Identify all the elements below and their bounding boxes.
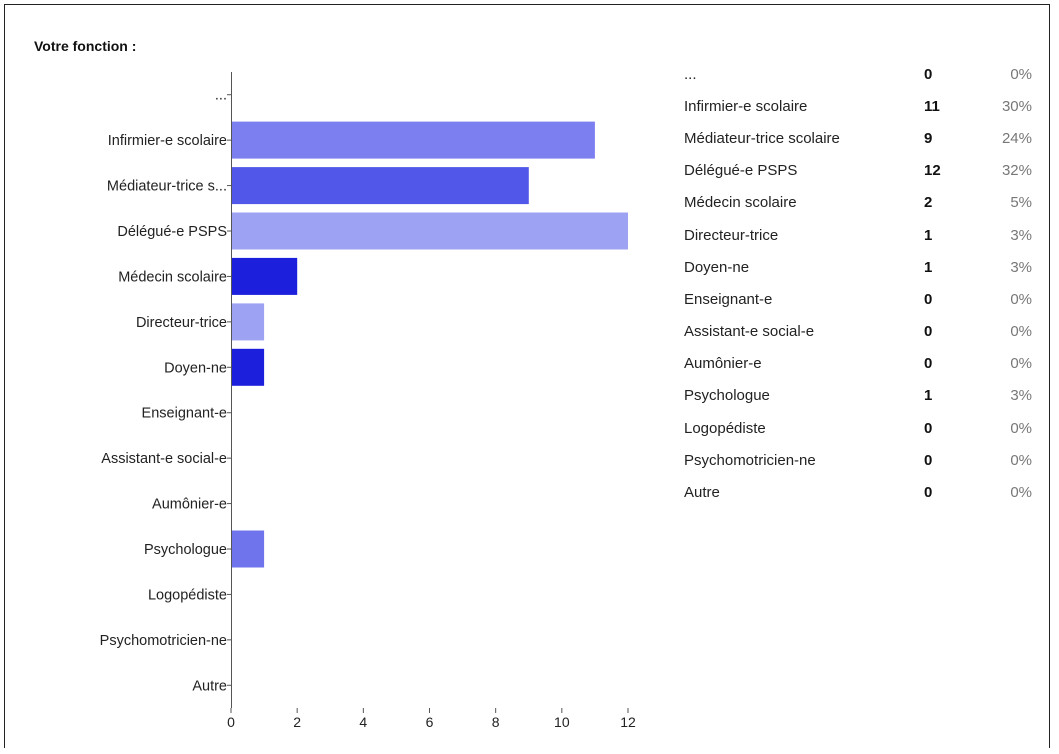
row-count: 9 xyxy=(924,129,933,147)
results-row: Aumônier-e 0 0% xyxy=(684,348,1032,380)
results-row: Autre 0 0% xyxy=(684,476,1032,508)
x-tick-label: 6 xyxy=(426,714,434,730)
x-tick-label: 8 xyxy=(492,714,500,730)
results-row: Assistant-e social-e 0 0% xyxy=(684,316,1032,348)
row-count: 1 xyxy=(924,387,933,405)
results-row: Infirmier-e scolaire 11 30% xyxy=(684,90,1032,122)
bar xyxy=(231,121,595,159)
row-count: 11 xyxy=(924,97,940,115)
category-label: Médiateur-trice s... xyxy=(107,179,227,195)
row-percent: 3% xyxy=(1010,258,1032,276)
category-label: Enseignant-e xyxy=(142,406,227,422)
results-row: Logopédiste 0 0% xyxy=(684,412,1032,444)
row-label: Médecin scolaire xyxy=(684,194,797,212)
row-count: 0 xyxy=(924,65,933,83)
category-label: ... xyxy=(215,88,227,104)
row-percent: 0% xyxy=(1010,451,1032,469)
row-percent: 30% xyxy=(1001,97,1032,115)
results-table: ... 0 0% Infirmier-e scolaire 11 30% Médiateur… xyxy=(684,58,1032,509)
row-label: Autre xyxy=(684,484,720,502)
results-row: Médiateur-trice scolaire 9 24% xyxy=(684,122,1032,154)
category-label: Assistant-e social-e xyxy=(101,451,227,467)
results-row: Psychologue 1 3% xyxy=(684,380,1032,412)
row-count: 0 xyxy=(924,355,933,373)
bar xyxy=(231,212,628,250)
category-label: Médecin scolaire xyxy=(118,269,227,285)
row-label: Doyen-ne xyxy=(684,258,750,276)
x-tick-label: 4 xyxy=(359,714,367,730)
bar xyxy=(231,167,529,205)
category-label: Infirmier-e scolaire xyxy=(108,133,227,149)
row-label: ... xyxy=(684,65,697,83)
row-label: Médiateur-trice scolaire xyxy=(684,129,840,147)
bar xyxy=(231,530,265,568)
row-percent: 32% xyxy=(1001,162,1032,180)
row-percent: 0% xyxy=(1010,65,1032,83)
row-label: Psychologue xyxy=(684,387,770,405)
row-label: Logopédiste xyxy=(684,419,766,437)
category-label: Directeur-trice xyxy=(136,315,227,331)
results-row: Psychomotricien-ne 0 0% xyxy=(684,444,1032,476)
category-label: Psychologue xyxy=(144,542,227,558)
row-count: 2 xyxy=(924,194,933,212)
row-percent: 0% xyxy=(1010,355,1032,373)
row-label: Infirmier-e scolaire xyxy=(684,97,808,115)
results-row: Directeur-trice 1 3% xyxy=(684,219,1032,251)
row-label: Directeur-trice xyxy=(684,226,779,244)
row-percent: 0% xyxy=(1010,419,1032,437)
row-label: Assistant-e social-e xyxy=(684,323,815,341)
row-percent: 0% xyxy=(1010,290,1032,308)
row-label: Aumônier-e xyxy=(684,355,762,373)
question-title: Votre fonction : xyxy=(34,38,137,54)
row-percent: 0% xyxy=(1010,323,1032,341)
row-count: 0 xyxy=(924,451,933,469)
row-percent: 3% xyxy=(1010,226,1032,244)
bar xyxy=(231,303,265,341)
row-count: 0 xyxy=(924,484,933,502)
row-label: Délégué-e PSPS xyxy=(684,162,798,180)
row-count: 0 xyxy=(924,290,933,308)
row-percent: 0% xyxy=(1010,484,1032,502)
row-percent: 24% xyxy=(1001,129,1032,147)
x-tick-label: 0 xyxy=(227,714,235,730)
category-label: Aumônier-e xyxy=(152,497,227,513)
row-count: 1 xyxy=(924,226,933,244)
row-count: 12 xyxy=(924,162,941,180)
x-tick-label: 2 xyxy=(293,714,301,730)
category-label: Psychomotricien-ne xyxy=(100,633,227,649)
row-percent: 3% xyxy=(1010,387,1032,405)
x-tick-label: 10 xyxy=(554,714,570,730)
row-percent: 5% xyxy=(1010,194,1032,212)
results-row: Médecin scolaire 2 5% xyxy=(684,187,1032,219)
row-count: 0 xyxy=(924,323,933,341)
category-label: Délégué-e PSPS xyxy=(117,224,227,240)
bar xyxy=(231,348,265,386)
row-label: Enseignant-e xyxy=(684,290,773,308)
chart-frame xyxy=(4,4,1050,748)
row-count: 1 xyxy=(924,258,933,276)
row-count: 0 xyxy=(924,419,933,437)
results-row: Enseignant-e 0 0% xyxy=(684,283,1032,315)
category-label: Doyen-ne xyxy=(164,360,227,376)
results-row: Délégué-e PSPS 12 32% xyxy=(684,155,1032,187)
x-tick-label: 12 xyxy=(620,714,636,730)
category-label: Autre xyxy=(192,678,227,694)
results-row: Doyen-ne 1 3% xyxy=(684,251,1032,283)
row-label: Psychomotricien-ne xyxy=(684,451,816,469)
category-label: Logopédiste xyxy=(148,587,227,603)
bar xyxy=(231,257,298,295)
results-row: ... 0 0% xyxy=(684,58,1032,90)
